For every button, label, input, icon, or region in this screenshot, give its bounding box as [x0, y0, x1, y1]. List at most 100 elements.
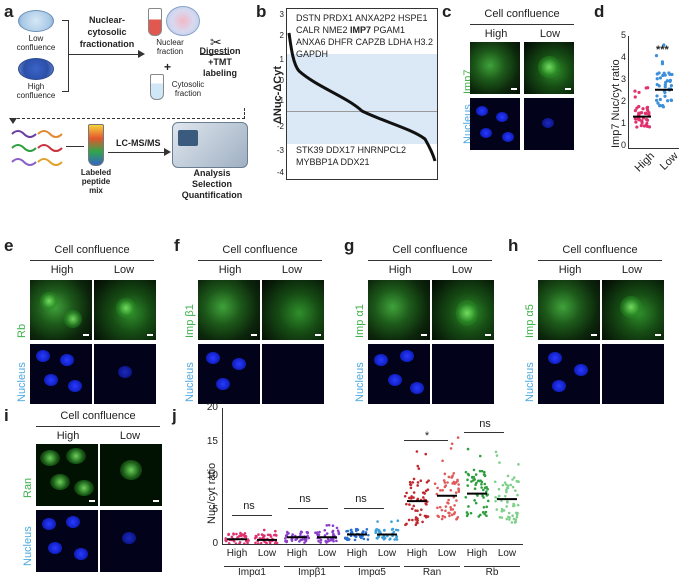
- data-point: [500, 507, 504, 511]
- data-point: [669, 98, 674, 103]
- data-point: [482, 496, 485, 499]
- nucleus-spot: [388, 374, 402, 386]
- data-point: [494, 495, 497, 499]
- x-tick-label: Low: [377, 548, 397, 559]
- data-point: [512, 517, 516, 521]
- data-point: [232, 539, 236, 543]
- data-point: [637, 90, 641, 95]
- data-point: [253, 536, 257, 540]
- labeled-tube-icon: [88, 124, 104, 166]
- data-point: [407, 518, 411, 522]
- data-point: [227, 542, 231, 544]
- data-point: [474, 473, 478, 476]
- data-point: [395, 538, 399, 541]
- data-point: [254, 541, 257, 544]
- x-tick-label: High: [346, 548, 368, 559]
- panel-g-header-line: [368, 260, 492, 261]
- data-point: [405, 502, 408, 506]
- ytick-m1: -1: [276, 96, 284, 105]
- panel-b-curve: [287, 32, 437, 162]
- data-point: [661, 105, 665, 109]
- data-point: [433, 482, 437, 485]
- data-point: [466, 484, 470, 487]
- data-point: [424, 502, 427, 505]
- panel-e-low-blue: [94, 344, 156, 404]
- data-point: [316, 531, 319, 534]
- data-point: [359, 536, 363, 540]
- data-point: [453, 511, 457, 514]
- data-point: [294, 538, 297, 542]
- data-point: [227, 533, 230, 537]
- data-point: [449, 447, 453, 450]
- nucleus-spot: [118, 366, 132, 378]
- data-point: [450, 442, 454, 446]
- data-point: [307, 536, 311, 540]
- data-point: [376, 520, 379, 523]
- panel-f-high-blue: [198, 344, 260, 404]
- data-point: [483, 512, 487, 516]
- data-point: [376, 537, 379, 540]
- data-point: [501, 483, 505, 487]
- panel-i-nucleus: Nucleus: [22, 526, 34, 566]
- cell: [116, 298, 136, 318]
- data-point: [442, 479, 446, 482]
- j-sig-line-ran: [404, 440, 448, 441]
- data-point: [335, 539, 338, 543]
- data-point: [439, 489, 442, 492]
- data-point: [436, 514, 440, 518]
- data-point: [416, 509, 419, 513]
- data-point: [455, 499, 458, 502]
- data-point: [451, 474, 454, 477]
- data-point: [238, 534, 241, 538]
- data-point: [420, 508, 423, 511]
- data-point: [268, 540, 272, 544]
- data-point: [663, 94, 667, 98]
- data-point: [273, 542, 277, 544]
- nuclear-cell-icon: [166, 6, 200, 36]
- group-label: Ran: [404, 566, 460, 578]
- data-point: [664, 80, 668, 84]
- panel-i-high: High: [56, 430, 80, 442]
- nuclear-fraction-label: Nuclear fraction: [156, 38, 184, 56]
- nucleus-spot: [496, 112, 508, 122]
- cell: [50, 474, 70, 490]
- panel-f-header-line: [198, 260, 322, 261]
- data-point: [474, 483, 477, 486]
- data-point: [635, 125, 639, 129]
- data-point: [455, 517, 458, 521]
- nucleus-spot: [42, 518, 56, 530]
- cell: [66, 448, 86, 464]
- data-point: [444, 509, 447, 513]
- data-point: [505, 488, 508, 492]
- panel-j-groups: Impα1 Impβ1 Impα5 Ran Rb: [222, 566, 522, 582]
- panel-g-marker: Imp α1: [354, 304, 366, 338]
- data-point: [482, 473, 486, 476]
- mass-spec-screen-icon: [178, 130, 198, 146]
- data-point: [639, 123, 643, 128]
- nucleus-spot: [36, 350, 50, 362]
- scale-bar: [83, 334, 89, 336]
- panel-b-band: [287, 54, 437, 144]
- panel-b-plot-frame: [286, 8, 438, 180]
- data-point: [508, 518, 511, 521]
- j-sig-line-rb: [464, 432, 504, 433]
- group-label: Impα1: [224, 566, 280, 578]
- nucleus-spot: [374, 354, 388, 366]
- panel-c-low: Low: [539, 28, 561, 40]
- data-point: [464, 495, 468, 499]
- d-ytick-3: 3: [620, 74, 626, 84]
- data-point: [416, 481, 420, 484]
- bracket: [62, 20, 69, 92]
- data-point: [473, 487, 477, 491]
- data-point: [478, 469, 482, 473]
- data-point: [485, 490, 488, 493]
- data-point: [361, 531, 364, 534]
- data-point: [486, 493, 490, 496]
- data-point: [456, 436, 460, 439]
- data-point: [494, 450, 498, 454]
- data-point: [266, 533, 270, 537]
- data-point: [343, 536, 347, 540]
- data-point: [346, 529, 350, 533]
- data-point: [515, 511, 518, 515]
- data-point: [394, 528, 398, 532]
